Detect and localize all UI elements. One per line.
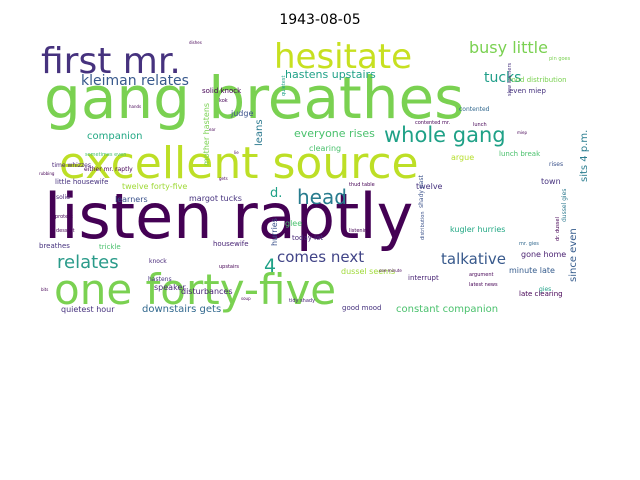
cloud-word: rises [549, 161, 563, 168]
cloud-word: hastens [148, 276, 172, 283]
cloud-word: dussel seems [341, 267, 395, 276]
cloud-word: constant companion [396, 304, 498, 315]
cloud-word: little housewife [55, 178, 108, 186]
cloud-word: miep [517, 130, 527, 135]
cloud-word: minute late [509, 266, 555, 275]
cloud-word: pin goes [549, 56, 571, 62]
cloud-word: lie [234, 150, 239, 155]
cloud-word: late clearing [519, 290, 563, 298]
cloud-word: 4 [264, 255, 276, 277]
cloud-word: good mood [342, 304, 382, 312]
cloud-word: d. [270, 186, 282, 201]
cloud-word: breathes [39, 242, 70, 250]
cloud-word: today let [292, 234, 323, 242]
cloud-word: food distribution [509, 76, 567, 84]
cloud-word: glee [285, 219, 302, 228]
cloud-word: since even [568, 228, 579, 282]
cloud-word: margot tucks [189, 194, 242, 203]
cloud-word: sits 4 p.m. [579, 130, 590, 182]
cloud-word: listening [349, 228, 370, 234]
cloud-word: mr. gies [519, 241, 539, 247]
cloud-word: ear [209, 127, 216, 132]
cloud-word: even miep [509, 87, 546, 95]
cloud-word: mother hastens [202, 103, 211, 166]
cloud-word: speaker [154, 283, 186, 292]
cloud-word: clearing [309, 144, 341, 153]
cloud-word: learners [115, 195, 148, 204]
cloud-word: latest news [469, 282, 498, 288]
cloud-word: either mr. raptly [84, 166, 133, 173]
cloud-word: everyone rises [294, 127, 375, 140]
cloud-word: sometimes even [85, 152, 126, 158]
cloud-word: gies [539, 286, 551, 293]
cloud-word: rubbing [39, 171, 55, 176]
cloud-word: one minute [379, 268, 402, 273]
cloud-word: contented [459, 106, 490, 113]
cloud-word: solid knock [202, 87, 242, 95]
word-cloud-canvas: listen raptly gang breathes excellent sour… [39, 37, 590, 315]
cloud-word: contented mr. [415, 120, 450, 126]
cloud-word: hesitate [274, 37, 412, 77]
cloud-word: gone home [521, 250, 566, 259]
cloud-word: excellent source [59, 138, 419, 189]
cloud-word: dessert [56, 228, 75, 234]
cloud-word: shady past [418, 175, 425, 208]
chart-title: 1943-08-05 [279, 12, 361, 28]
cloud-word: disturbances [181, 287, 233, 296]
cloud-word: kok [219, 98, 228, 104]
cloud-word: head [297, 185, 347, 209]
cloud-word: gang breathes [44, 64, 464, 132]
cloud-word: kugler hurries [450, 225, 505, 234]
cloud-word: busy little [469, 38, 548, 57]
cloud-word: quietest hour [61, 305, 115, 314]
cloud-word: upstairs [219, 264, 239, 270]
cloud-word: gets [219, 176, 228, 181]
cloud-word: downstairs gets [142, 304, 221, 315]
cloud-word: relates [57, 252, 119, 273]
cloud-word: dr. dussel [555, 217, 561, 241]
cloud-word: first mr. [41, 41, 181, 82]
cloud-word: slow learners [507, 62, 513, 96]
cloud-word: argue [451, 153, 474, 162]
cloud-word: leans [254, 119, 265, 146]
cloud-word: comes next [277, 248, 364, 266]
cloud-word: judge [230, 109, 253, 118]
cloud-word: protest [55, 214, 73, 220]
cloud-word: trickle [99, 243, 121, 251]
cloud-word: town [541, 177, 561, 186]
cloud-word: dishes [189, 40, 202, 45]
cloud-word: housewife [213, 240, 249, 248]
cloud-word: interrupt [408, 274, 439, 282]
cloud-word: soup [241, 296, 251, 301]
cloud-word: lunch break [499, 150, 541, 158]
cloud-word: solid [56, 194, 70, 201]
cloud-word: twelve forty-five [122, 182, 187, 191]
cloud-word: talkative [441, 250, 506, 268]
cloud-word: tucks [484, 70, 521, 86]
cloud-word: hands [129, 104, 141, 109]
cloud-word: distribution [420, 212, 426, 241]
word-cloud: listen raptly gang breathes excellent sour… [39, 36, 601, 318]
cloud-word: one forty-five [54, 265, 336, 314]
cloud-word: quietest [281, 76, 287, 96]
cloud-word: listen raptly [44, 180, 413, 253]
cloud-word: thud table [349, 182, 375, 188]
cloud-word: time whizzes [52, 162, 91, 169]
cloud-word: dussel gies [561, 189, 568, 222]
cloud-word: lunch [473, 122, 487, 128]
cloud-word: tidy shady [289, 298, 315, 304]
cloud-word: bits [41, 287, 48, 292]
cloud-word: kleiman relates [81, 73, 189, 89]
cloud-word: hurries [270, 218, 279, 246]
cloud-word: argument [469, 272, 493, 278]
cloud-word: knock [149, 258, 167, 265]
cloud-word: whole gang [384, 123, 506, 147]
cloud-word: twelve [416, 182, 443, 191]
cloud-word: hastens upstairs [285, 68, 376, 81]
cloud-word: companion [87, 131, 142, 142]
